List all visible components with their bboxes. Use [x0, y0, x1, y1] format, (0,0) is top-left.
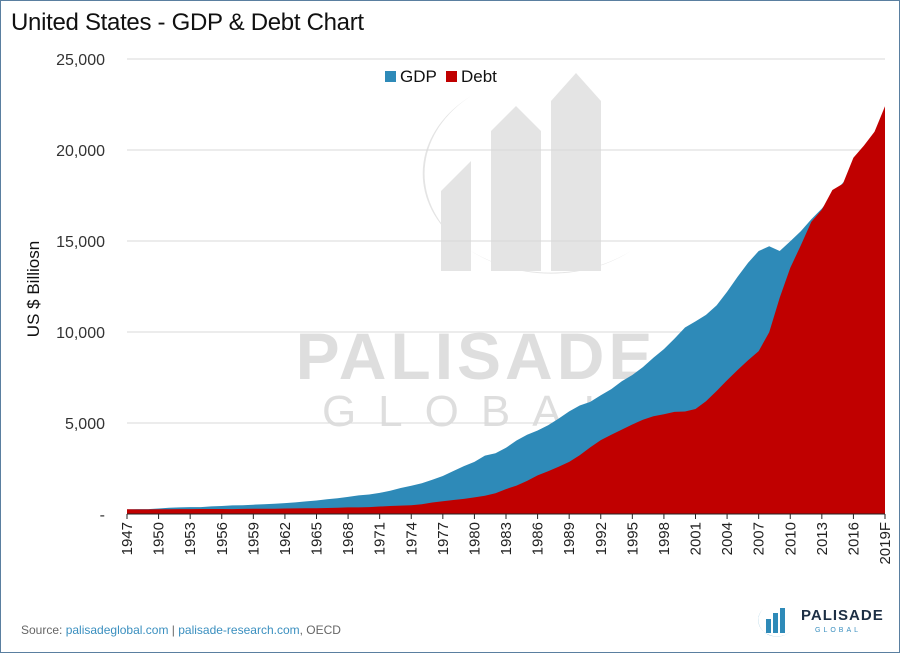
- x-tick-label: 1950: [151, 522, 168, 555]
- x-tick-label: 1956: [214, 522, 231, 555]
- watermark-bar-2: [491, 106, 541, 271]
- x-tick-label: 2001: [688, 522, 705, 555]
- x-tick-label: 2019F: [877, 522, 894, 565]
- x-axis: 1947 1950 1953 1956 1959 1962 1965 1968 1971 1974…: [119, 513, 894, 565]
- watermark-bar-1: [441, 161, 471, 271]
- legend-swatch-debt: [446, 71, 457, 82]
- palisade-logo: PALISADE GLOBAL: [753, 601, 893, 643]
- x-tick-label: 2004: [719, 522, 736, 555]
- logo-name: PALISADE: [801, 607, 884, 624]
- y-tick-label: 15,000: [56, 234, 105, 251]
- x-tick-label: 1971: [372, 522, 389, 555]
- footer-link-palisadeglobal[interactable]: palisadeglobal.com: [65, 623, 169, 637]
- y-axis-label: US $ Billiosn: [24, 241, 43, 337]
- x-tick-label: 1992: [593, 522, 610, 555]
- y-tick-label: 10,000: [56, 325, 105, 342]
- x-tick-label: 2016: [845, 522, 862, 555]
- source-footer: Source: palisadeglobal.com | palisade-re…: [21, 623, 341, 637]
- x-tick-label: 1986: [530, 522, 547, 555]
- palisade-logo-icon: [758, 608, 791, 637]
- x-tick-label: 1965: [309, 522, 326, 555]
- watermark: PALISADE GLOBAL: [296, 73, 657, 436]
- y-tick-label: 5,000: [65, 416, 105, 433]
- x-tick-label: 2010: [782, 522, 799, 555]
- footer-prefix: Source:: [21, 623, 66, 637]
- x-tick-label: 1980: [466, 522, 483, 555]
- x-tick-label: 1989: [561, 522, 578, 555]
- x-tick-label: 1977: [435, 522, 452, 555]
- legend-label-gdp: GDP: [400, 67, 437, 86]
- legend: GDP Debt: [385, 67, 497, 86]
- footer-separator: |: [168, 623, 179, 637]
- legend-label-debt: Debt: [461, 67, 497, 86]
- logo-subtitle: GLOBAL: [815, 627, 862, 634]
- x-tick-label: 1998: [656, 522, 673, 555]
- area-debt: [127, 106, 885, 515]
- watermark-bar-3: [551, 73, 601, 271]
- footer-suffix: , OECD: [299, 623, 341, 637]
- x-tick-label: 2007: [751, 522, 768, 555]
- x-tick-label: 2013: [814, 522, 831, 555]
- y-tick-label: 25,000: [56, 52, 105, 69]
- chart-title: United States - GDP & Debt Chart: [11, 9, 364, 36]
- x-tick-label: 1974: [403, 522, 420, 555]
- x-tick-label: 1995: [624, 522, 641, 555]
- watermark-line1: PALISADE: [296, 319, 657, 393]
- x-tick-label: 1947: [119, 522, 136, 555]
- x-tick-label: 1968: [340, 522, 357, 555]
- x-tick-label: 1953: [182, 522, 199, 555]
- y-tick-label: -: [100, 507, 105, 524]
- area-series: [127, 106, 885, 515]
- y-axis: - 5,000 10,000 15,000 20,000 25,000: [56, 52, 105, 524]
- x-tick-label: 1962: [277, 522, 294, 555]
- x-tick-label: 1959: [245, 522, 262, 555]
- x-tick-label: 1983: [498, 522, 515, 555]
- footer-link-palisade-research[interactable]: palisade-research.com: [178, 623, 300, 637]
- y-tick-label: 20,000: [56, 143, 105, 160]
- legend-swatch-gdp: [385, 71, 396, 82]
